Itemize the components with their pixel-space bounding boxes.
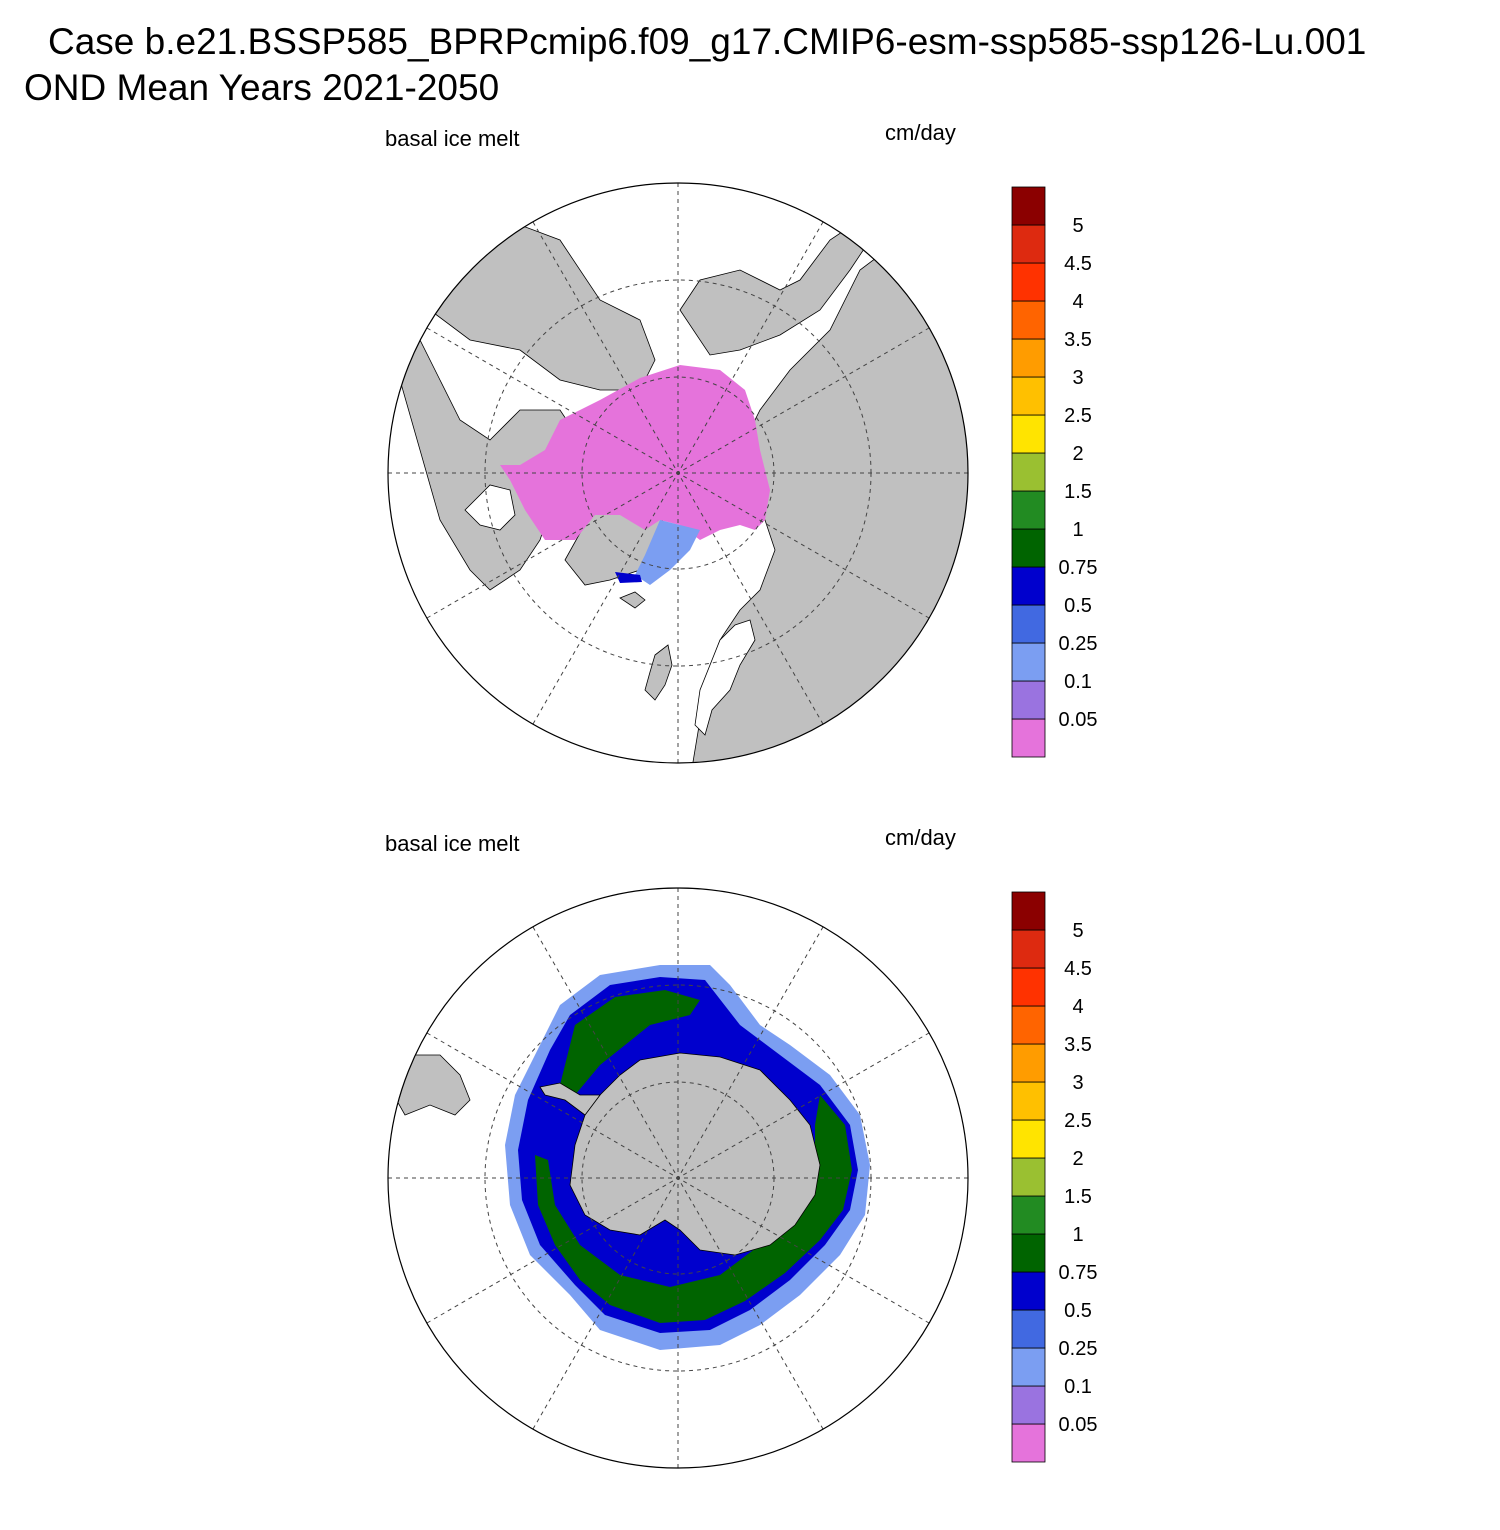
colorbar-swatch-south — [1011, 929, 1046, 969]
colorbar-label-south: 0.05 — [1059, 1414, 1098, 1436]
colorbar-label-north: 0.75 — [1059, 557, 1098, 579]
colorbar-label-north: 4 — [1072, 291, 1083, 313]
colorbar-label-south: 0.25 — [1059, 1338, 1098, 1360]
colorbar-swatch-south — [1011, 1347, 1046, 1387]
colorbar-swatch-south — [1011, 1119, 1046, 1159]
colorbar-swatch-south — [1011, 1309, 1046, 1349]
colorbar-label-north: 5 — [1072, 215, 1083, 237]
colorbar-label-south: 1.5 — [1064, 1186, 1092, 1208]
colorbar-label-south: 5 — [1072, 920, 1083, 942]
colorbar-swatch-south — [1011, 1157, 1046, 1197]
colorbar-swatch-north — [1011, 680, 1046, 720]
colorbar-swatch-north — [1011, 528, 1046, 568]
colorbar-swatch-north — [1011, 338, 1046, 378]
colorbar-swatch-south — [1011, 1271, 1046, 1311]
variable-label-south: basal ice melt — [385, 831, 520, 856]
land-antarctic-peninsula — [539, 1082, 601, 1116]
colorbar-swatch-north — [1011, 566, 1046, 606]
colorbar-swatch-south — [1011, 1005, 1046, 1045]
colorbar-label-north: 0.5 — [1064, 595, 1092, 617]
panel-north: basal ice melt cm/day — [0, 120, 1500, 825]
ice-melt-arctic — [500, 365, 770, 540]
colorbar-swatch-south — [1011, 1081, 1046, 1121]
colorbar-label-south: 1 — [1072, 1224, 1083, 1246]
colorbar-label-south: 2 — [1072, 1148, 1083, 1170]
land-siberia-top — [679, 183, 881, 356]
colorbar-swatch-north — [1011, 642, 1046, 682]
colorbar-swatch-south — [1011, 891, 1046, 931]
colorbar-label-north: 3.5 — [1064, 329, 1092, 351]
colorbar-swatch-north — [1011, 718, 1046, 758]
colorbar-swatch-south — [1011, 967, 1046, 1007]
colorbar-label-north: 1.5 — [1064, 481, 1092, 503]
colorbar-label-south: 2.5 — [1064, 1110, 1092, 1132]
colorbar-south: 0.05 0.1 0.25 0.5 0.75 1 1.5 2 2.5 3 3.5 4 4.5 5 — [1011, 891, 1098, 1463]
colorbar-label-north: 1 — [1072, 519, 1083, 541]
colorbar-label-south: 4.5 — [1064, 958, 1092, 980]
colorbar-swatch-south — [1011, 1043, 1046, 1083]
colorbar-label-south: 3 — [1072, 1072, 1083, 1094]
colorbar-swatch-north — [1011, 300, 1046, 340]
ice-melt-barents — [635, 520, 700, 585]
colorbar-label-north: 0.1 — [1064, 671, 1092, 693]
colorbar-swatch-north — [1011, 262, 1046, 302]
colorbar-swatch-north — [1011, 376, 1046, 416]
colorbar-label-north: 0.25 — [1059, 633, 1098, 655]
colorbar-label-south: 0.5 — [1064, 1300, 1092, 1322]
colorbar-label-north: 2.5 — [1064, 405, 1092, 427]
ice-melt-edge — [615, 572, 642, 583]
polar-map-south: 0.05 0.1 0.25 0.5 0.75 1 1.5 2 2.5 3 3.5 4 4.5 5 — [387, 887, 1098, 1469]
figure-title-case: Case b.e21.BSSP585_BPRPcmip6.f09_g17.CMI… — [48, 21, 1367, 62]
colorbar-label-south: 0.75 — [1059, 1262, 1098, 1284]
units-label-north: cm/day — [885, 120, 956, 145]
colorbar-label-south: 4 — [1072, 996, 1083, 1018]
colorbar-swatch-north — [1011, 490, 1046, 530]
land-hudson-bay — [464, 484, 516, 531]
colorbar-swatch-south — [1011, 1423, 1046, 1463]
variable-label-north: basal ice melt — [385, 126, 520, 151]
colorbar-north: 0.05 0.1 0.25 0.5 0.75 1 1.5 2 2.5 3 3.5 4 4.5 5 — [1011, 186, 1098, 758]
colorbar-label-north: 3 — [1072, 367, 1083, 389]
colorbar-label-north: 0.05 — [1059, 709, 1098, 731]
land-antarctica — [569, 1052, 821, 1256]
colorbar-swatch-north — [1011, 224, 1046, 264]
colorbar-swatch-south — [1011, 1195, 1046, 1235]
units-label-south: cm/day — [885, 825, 956, 850]
colorbar-swatch-south — [1011, 1385, 1046, 1425]
colorbar-swatch-north — [1011, 604, 1046, 644]
polar-map-north: 0.05 0.1 0.25 0.5 0.75 1 1.5 2 2.5 3 3.5 4 4.5 5 — [387, 182, 1098, 764]
panel-south: basal ice melt cm/day — [0, 825, 1500, 1530]
land-britain — [644, 644, 673, 701]
map-boundary-north — [387, 182, 969, 764]
colorbar-swatch-north — [1011, 186, 1046, 226]
colorbar-label-south: 3.5 — [1064, 1034, 1092, 1056]
colorbar-swatch-north — [1011, 414, 1046, 454]
colorbar-swatch-south — [1011, 1233, 1046, 1273]
land-iceland — [619, 591, 646, 609]
colorbar-label-north: 2 — [1072, 443, 1083, 465]
figure-title-period: OND Mean Years 2021-2050 — [24, 67, 500, 108]
colorbar-label-north: 4.5 — [1064, 253, 1092, 275]
colorbar-label-south: 0.1 — [1064, 1376, 1092, 1398]
land-scandinavia — [694, 619, 756, 736]
colorbar-swatch-north — [1011, 452, 1046, 492]
map-boundary-south — [387, 887, 969, 1469]
